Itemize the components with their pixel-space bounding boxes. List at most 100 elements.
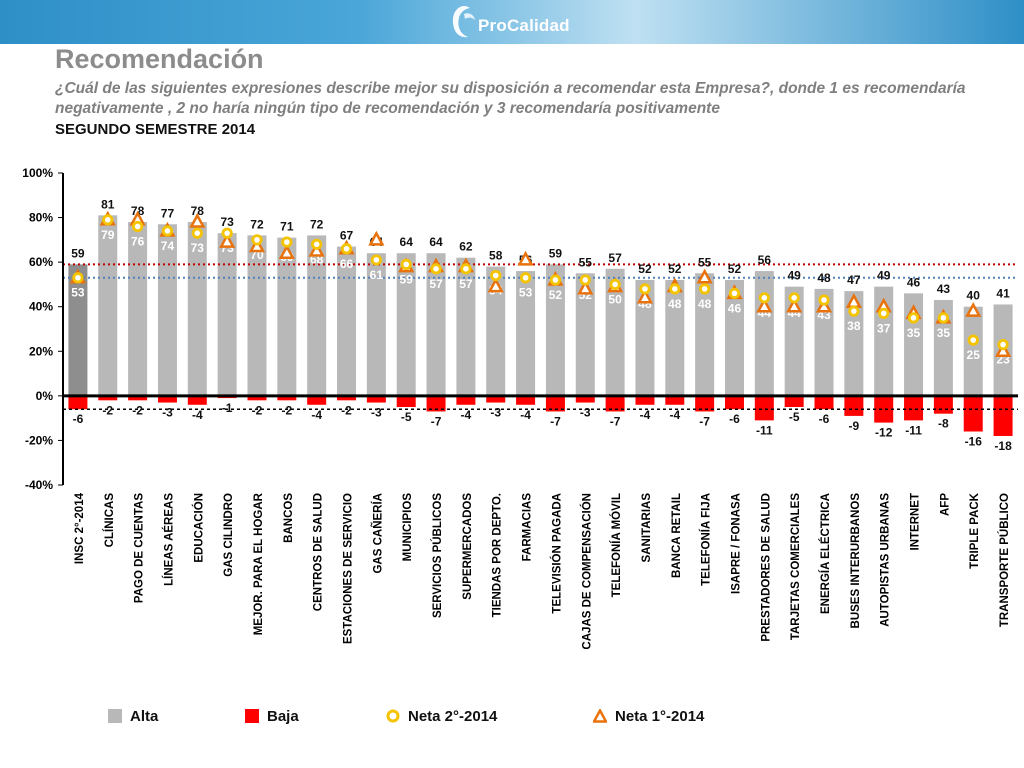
marker-neta1 [278, 244, 295, 259]
bar-alta [605, 268, 625, 396]
x-category-label: ISAPRE / FONASA [730, 493, 742, 594]
y-tick-label: -20% [25, 433, 53, 447]
bar-alta [784, 286, 804, 396]
marker-neta1 [577, 279, 594, 295]
bar-alta [963, 306, 983, 396]
data-label-alta: 56 [758, 253, 772, 267]
marker-neta2 [609, 278, 621, 291]
y-tick-label: 0% [36, 389, 54, 403]
bar-baja [605, 395, 625, 412]
marker-neta2 [639, 283, 651, 295]
x-category-label: TIENDAS POR DEPTO. [492, 493, 504, 617]
data-label-neta: 79 [101, 228, 115, 242]
data-label-baja: -3 [490, 406, 501, 420]
legend-item-baja: Baja [245, 703, 299, 729]
legend-swatch-alta [108, 709, 122, 723]
data-label-neta: 57 [459, 277, 473, 291]
data-label-baja: -3 [580, 406, 591, 420]
bar-baja [635, 395, 655, 405]
marker-neta2 [788, 292, 800, 304]
data-label-baja: -4 [311, 408, 322, 422]
x-category-label: ESTACIONES DE SERVICIO [343, 493, 355, 644]
bar-baja [695, 395, 715, 412]
data-label-alta: 49 [877, 269, 891, 283]
data-label-baja: -4 [669, 408, 680, 422]
bar-alta [68, 264, 88, 396]
y-tick-label: 100% [22, 166, 53, 180]
marker-neta1 [248, 237, 266, 253]
bar-alta [157, 224, 177, 396]
bar-alta [635, 279, 655, 396]
marker-neta1 [786, 297, 803, 313]
x-category-label: PRESTADORES DE SALUD [760, 493, 772, 642]
question-text: ¿Cuál de las siguientes expresiones desc… [55, 80, 966, 117]
data-label-alta: 40 [967, 289, 981, 303]
data-label-alta: 62 [459, 240, 473, 254]
triangle-marker-icon [593, 709, 607, 723]
data-label-baja: -11 [905, 423, 922, 437]
x-category-label: CAJAS DE COMPENSACIÓN [580, 493, 593, 650]
data-label-baja: -2 [341, 403, 352, 417]
x-category-label: AUTOPISTAS URBANAS [880, 493, 892, 627]
marker-neta1 [636, 288, 654, 304]
marker-neta2 [132, 220, 144, 233]
bar-alta [128, 222, 148, 396]
bar-alta [933, 300, 953, 396]
data-label-neta: 76 [131, 234, 145, 248]
legend-item-neta1: Neta 1°-2014 [593, 703, 704, 729]
page-title: Recomendación [55, 44, 264, 74]
data-label-alta: 64 [400, 235, 414, 249]
data-label-baja: -4 [520, 408, 531, 422]
x-category-label: TRANSPORTE PÚBLICO [998, 493, 1011, 627]
x-category-label: SUPERMERCADOS [462, 493, 474, 600]
data-label-alta: 52 [638, 262, 652, 276]
data-label-baja: -9 [849, 419, 860, 433]
bar-alta [724, 279, 744, 396]
x-category-label: LÍNEAS AÉREAS [162, 493, 175, 586]
x-category-label: EDUCACIÓN [192, 493, 205, 563]
data-label-alta: 73 [220, 215, 234, 229]
data-label-alta: 71 [280, 220, 294, 234]
x-category-label: AFP [939, 493, 951, 516]
marker-neta2 [340, 243, 353, 255]
data-label-neta: 53 [519, 286, 533, 300]
x-category-label: TARJETAS COMERCIALES [790, 493, 802, 640]
data-label-alta: 57 [608, 251, 622, 265]
data-label-neta: 46 [728, 301, 742, 315]
bar-baja [187, 395, 207, 405]
data-label-neta: 38 [847, 319, 861, 333]
data-label-alta: 78 [191, 204, 205, 218]
legend-label-neta2: Neta 2°-2014 [408, 707, 498, 725]
marker-neta1 [517, 250, 534, 266]
data-label-alta: 55 [579, 255, 593, 269]
bar-alta [307, 235, 327, 396]
marker-neta2 [579, 274, 591, 286]
data-label-baja: -12 [875, 426, 893, 440]
marker-neta1 [219, 232, 236, 248]
marker-neta1 [189, 212, 206, 228]
bar-baja [754, 395, 774, 421]
circle-marker-icon [386, 709, 400, 723]
data-label-neta: 61 [370, 268, 384, 282]
bar-baja [426, 395, 446, 412]
marker-neta1 [368, 230, 385, 246]
marker-neta2 [370, 254, 382, 266]
marker-neta1 [815, 297, 833, 313]
data-label-alta: 41 [996, 286, 1010, 300]
marker-neta2 [430, 263, 442, 275]
bar-baja [247, 395, 267, 401]
legend-label-baja: Baja [267, 707, 299, 725]
legend-label-neta1: Neta 1°-2014 [615, 707, 705, 725]
data-label-alta: 77 [161, 206, 175, 220]
marker-neta2 [519, 272, 532, 284]
bar-alta [247, 235, 267, 396]
bar-baja [814, 395, 834, 410]
marker-neta2 [878, 307, 890, 319]
marker-neta1 [308, 241, 325, 257]
bar-alta [486, 266, 506, 396]
bar-alta [456, 257, 476, 396]
bar-baja [486, 395, 506, 403]
bar-baja [545, 395, 565, 412]
x-category-label: TELEFONÍA FIJA [700, 493, 713, 586]
marker-neta2 [758, 292, 770, 304]
